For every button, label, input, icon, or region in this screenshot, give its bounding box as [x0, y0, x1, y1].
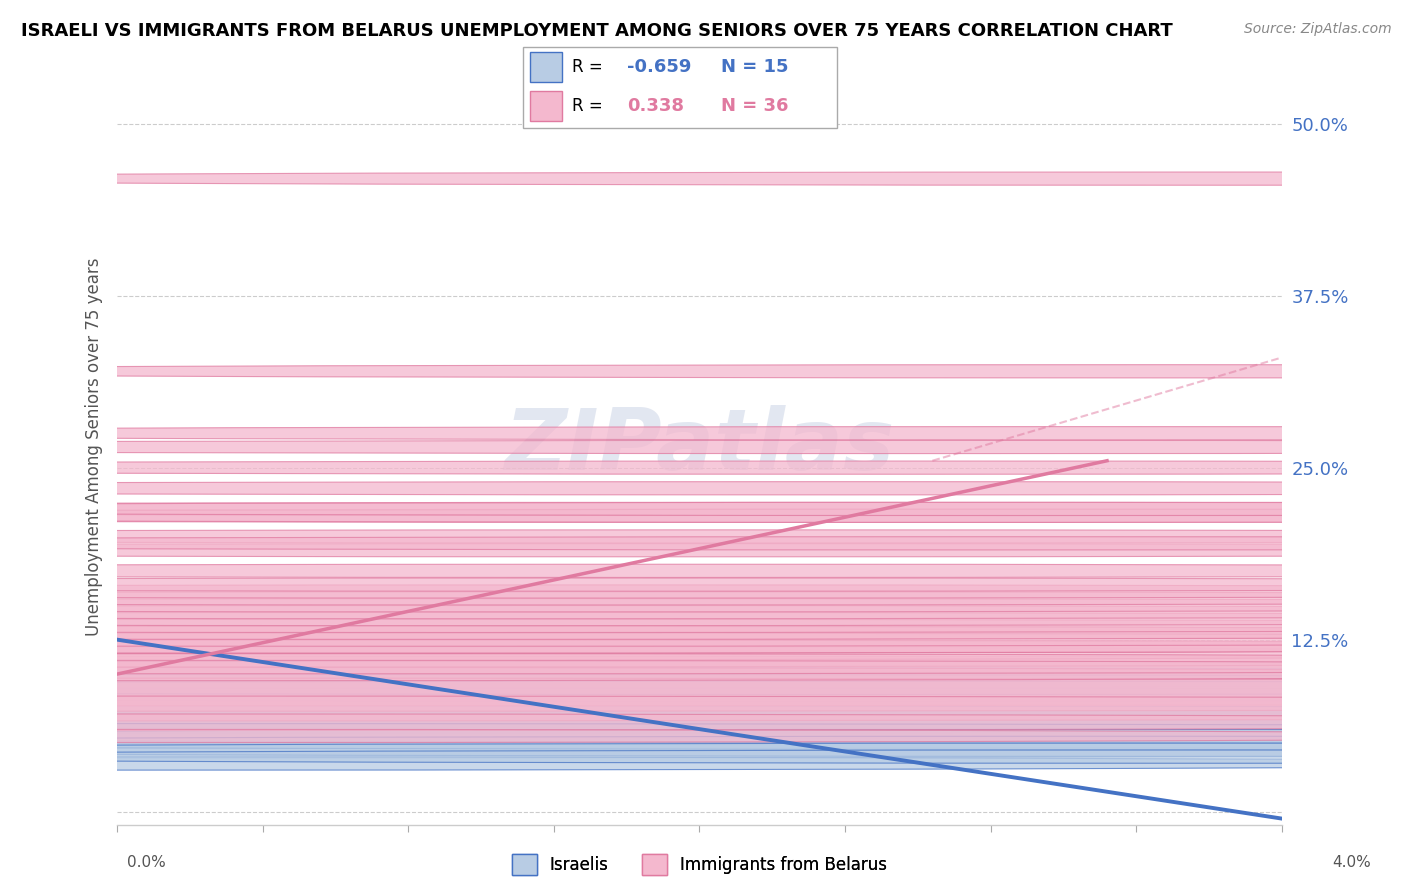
Ellipse shape [0, 461, 1406, 475]
Ellipse shape [0, 667, 1406, 681]
Ellipse shape [0, 426, 1406, 440]
Ellipse shape [0, 509, 1406, 523]
Ellipse shape [0, 647, 1406, 660]
Ellipse shape [0, 667, 1406, 681]
Ellipse shape [0, 613, 1406, 625]
Text: 0.0%: 0.0% [127, 855, 166, 870]
Ellipse shape [0, 626, 1406, 640]
Text: ISRAELI VS IMMIGRANTS FROM BELARUS UNEMPLOYMENT AMONG SENIORS OVER 75 YEARS CORR: ISRAELI VS IMMIGRANTS FROM BELARUS UNEMP… [21, 22, 1173, 40]
Ellipse shape [0, 626, 1406, 640]
Ellipse shape [0, 633, 1406, 647]
Ellipse shape [0, 678, 1406, 711]
Text: ZIPatlas: ZIPatlas [505, 406, 894, 489]
Ellipse shape [0, 640, 1406, 653]
Ellipse shape [0, 662, 1406, 728]
Ellipse shape [0, 681, 1406, 695]
Ellipse shape [0, 578, 1406, 591]
Ellipse shape [0, 661, 1406, 673]
Text: N = 36: N = 36 [721, 96, 789, 114]
Text: R =: R = [572, 59, 603, 77]
Ellipse shape [0, 706, 1406, 739]
Ellipse shape [0, 723, 1406, 748]
Ellipse shape [0, 743, 1406, 756]
Text: 4.0%: 4.0% [1331, 855, 1371, 870]
Ellipse shape [0, 757, 1406, 770]
Ellipse shape [0, 365, 1406, 378]
Ellipse shape [0, 681, 1406, 695]
Ellipse shape [0, 640, 1406, 653]
Ellipse shape [0, 714, 1406, 731]
Text: -0.659: -0.659 [627, 59, 692, 77]
Ellipse shape [0, 674, 1406, 688]
Ellipse shape [0, 683, 1406, 733]
Ellipse shape [0, 741, 1406, 758]
FancyBboxPatch shape [523, 47, 837, 128]
Ellipse shape [0, 530, 1406, 543]
Ellipse shape [0, 750, 1406, 764]
Text: 0.338: 0.338 [627, 96, 683, 114]
FancyBboxPatch shape [530, 53, 562, 82]
Ellipse shape [0, 730, 1406, 743]
Ellipse shape [0, 688, 1406, 701]
Ellipse shape [0, 482, 1406, 495]
Ellipse shape [0, 654, 1406, 667]
Ellipse shape [0, 681, 1406, 695]
Ellipse shape [0, 565, 1406, 577]
Ellipse shape [0, 667, 1406, 681]
Ellipse shape [0, 502, 1406, 516]
Text: R =: R = [572, 96, 603, 114]
Ellipse shape [0, 657, 1406, 706]
Ellipse shape [0, 441, 1406, 454]
Ellipse shape [0, 696, 1406, 721]
Ellipse shape [0, 736, 1406, 749]
Ellipse shape [0, 606, 1406, 619]
Ellipse shape [0, 730, 1406, 743]
Ellipse shape [0, 619, 1406, 632]
Ellipse shape [0, 640, 1406, 653]
Ellipse shape [0, 591, 1406, 605]
Ellipse shape [0, 543, 1406, 557]
Text: N = 15: N = 15 [721, 59, 789, 77]
Ellipse shape [0, 585, 1406, 599]
Ellipse shape [0, 172, 1406, 186]
Y-axis label: Unemployment Among Seniors over 75 years: Unemployment Among Seniors over 75 years [86, 258, 103, 636]
Ellipse shape [0, 502, 1406, 516]
Ellipse shape [0, 509, 1406, 523]
Text: Source: ZipAtlas.com: Source: ZipAtlas.com [1244, 22, 1392, 37]
Ellipse shape [0, 681, 1406, 695]
Ellipse shape [0, 537, 1406, 550]
Legend: Israelis, Immigrants from Belarus: Israelis, Immigrants from Belarus [505, 847, 894, 881]
Ellipse shape [0, 599, 1406, 612]
FancyBboxPatch shape [530, 91, 562, 120]
